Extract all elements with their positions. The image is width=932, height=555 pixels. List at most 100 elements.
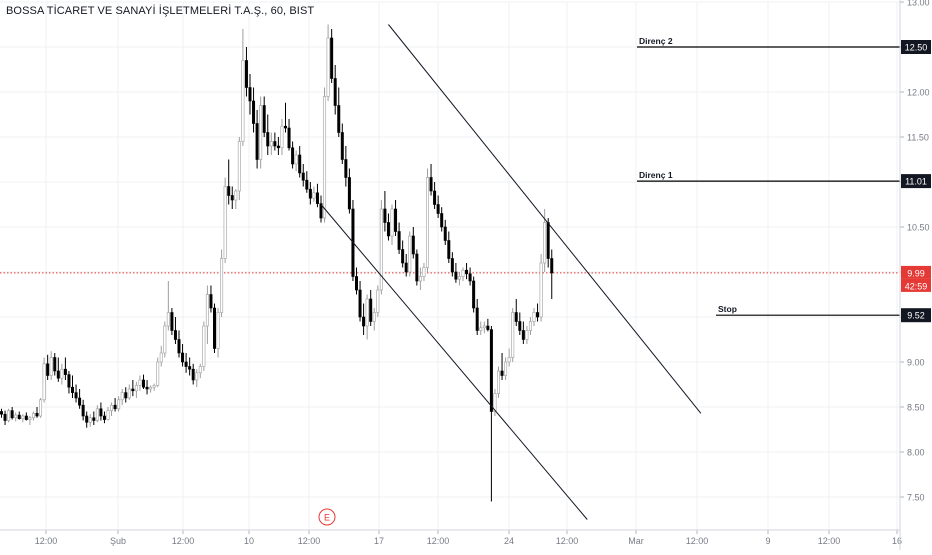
candle-body (276, 145, 280, 149)
candle-body (305, 179, 309, 190)
candle-body (39, 399, 43, 417)
candle-body (205, 294, 209, 327)
candle-body (198, 366, 202, 374)
candle-body (63, 368, 67, 375)
candle-body (482, 325, 486, 329)
x-tick-label: 10 (244, 536, 254, 546)
candle-body (71, 386, 75, 393)
candle-body (493, 393, 497, 412)
candle-body (436, 204, 440, 214)
candle-body (163, 325, 167, 354)
candle-body (429, 177, 433, 192)
candle-body (67, 374, 71, 388)
candle-body (330, 37, 334, 79)
candle-body (411, 235, 415, 255)
channel-line-lower (320, 204, 588, 520)
candle-body (269, 141, 273, 147)
candle-body (127, 388, 131, 399)
candle-body (227, 186, 231, 196)
candle-body (252, 100, 256, 124)
candle-body (546, 222, 550, 259)
candle-body (536, 312, 540, 318)
candle-body (376, 289, 380, 313)
candle-body (422, 267, 426, 277)
countdown-label: 42:59 (905, 281, 928, 291)
candle-body (24, 415, 28, 420)
candle-body (504, 361, 508, 376)
x-tick-label: Şub (110, 536, 126, 546)
candle-body (344, 159, 348, 178)
candle-body (46, 363, 50, 376)
candle-body (394, 208, 398, 232)
candle-body (117, 399, 121, 410)
candle-body (465, 269, 469, 275)
candle-body (401, 249, 405, 264)
candle-body (262, 105, 266, 133)
candle-body (443, 226, 447, 241)
candle-body (369, 298, 373, 322)
candle-body (113, 404, 117, 410)
level-badge (901, 308, 931, 323)
candle-body (521, 330, 525, 340)
candle-body (88, 417, 92, 423)
candle-body (528, 321, 532, 331)
candle-body (287, 127, 291, 149)
candle-body (457, 276, 461, 280)
candle-layer (0, 24, 554, 502)
candle-body (74, 392, 78, 399)
candle-body (532, 312, 536, 322)
x-tick-label: 12:00 (298, 536, 321, 546)
candle-body (514, 312, 518, 322)
candle-body (283, 125, 287, 129)
candle-body (308, 188, 312, 199)
candle-body (134, 385, 138, 392)
candle-body (259, 105, 263, 160)
candle-body (99, 408, 103, 417)
candle-body (181, 352, 185, 363)
candle-body (234, 190, 238, 201)
level-label: Direnç 1 (639, 170, 673, 180)
level-badge (901, 40, 931, 54)
candle-body (280, 125, 284, 149)
candle-body (120, 392, 124, 401)
candle-body (383, 208, 387, 223)
candle-body (440, 213, 444, 228)
earnings-marker-label: E (324, 513, 330, 523)
candle-body (28, 417, 32, 420)
candle-body (188, 366, 192, 370)
candle-body (49, 357, 53, 376)
trend-layer (320, 24, 702, 520)
candle-body (468, 273, 472, 282)
candle-body (138, 379, 142, 386)
candle-body (454, 271, 458, 280)
candle-body (142, 379, 146, 388)
candle-body (507, 357, 511, 363)
level-badge-label: 9.52 (907, 311, 925, 321)
candle-body (177, 339, 181, 354)
candle-body (486, 325, 490, 330)
level-badge (901, 174, 931, 189)
candle-body (102, 415, 106, 420)
candle-body (362, 316, 366, 327)
level-label: Direnç 2 (639, 36, 673, 46)
candle-body (14, 414, 18, 419)
candle-body (149, 386, 153, 390)
x-tick-label: 9 (765, 536, 770, 546)
candle-body (230, 195, 234, 201)
candle-body (213, 307, 217, 349)
earnings-marker (318, 508, 336, 526)
candle-body (248, 87, 252, 102)
candle-body (404, 262, 408, 273)
candle-body (21, 415, 25, 420)
candle-body (550, 258, 554, 274)
candle-body (223, 186, 227, 259)
candle-body (479, 327, 483, 331)
countdown-badge (901, 278, 931, 292)
y-tick-label: 11.50 (907, 133, 929, 143)
candle-body (312, 192, 316, 199)
candle-body (7, 410, 11, 421)
candle-body (461, 269, 465, 277)
